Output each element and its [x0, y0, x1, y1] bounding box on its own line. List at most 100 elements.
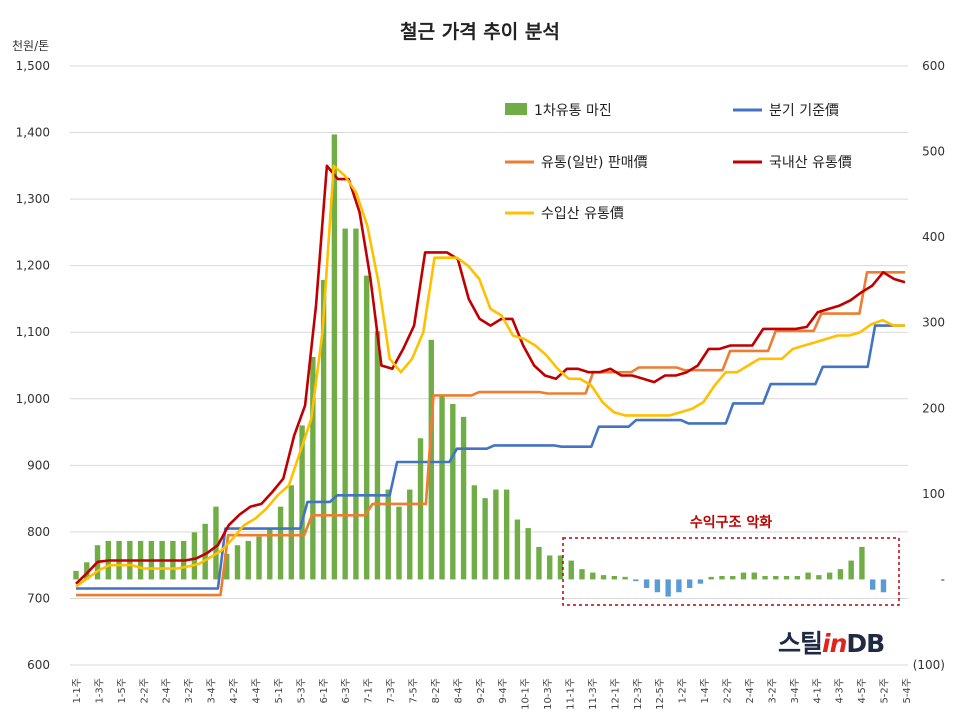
annotation-label: 수익구조 악화: [690, 514, 772, 531]
x-tick-label: 2-2주: [139, 678, 150, 704]
margin-bar: [719, 576, 725, 580]
margin-bar: [234, 545, 241, 580]
margin-bar: [256, 536, 262, 580]
margin-bar: [762, 576, 768, 580]
x-tick-label: 4-4주: [251, 678, 262, 704]
x-tick-label: 4-2주: [229, 678, 240, 704]
y2-tick-label: 600: [922, 59, 945, 73]
margin-bar: [805, 572, 811, 580]
x-tick-label: 10-3주: [543, 678, 554, 710]
margin-bar: [870, 579, 876, 590]
y-tick-label: 800: [27, 525, 50, 539]
margin-bar: [837, 569, 844, 580]
x-tick-label: 2-4주: [745, 678, 756, 704]
margin-bar: [622, 576, 628, 580]
x-tick-label: 5-1주: [274, 678, 285, 704]
margin-bar: [816, 575, 822, 580]
x-tick-label: 11-1주: [566, 678, 577, 710]
margin-bar: [224, 553, 230, 580]
domestic-price-line: [75, 164, 906, 585]
margin-bar: [568, 560, 574, 580]
margin-bar: [686, 579, 693, 588]
x-tick-label: 5-4주: [902, 678, 913, 704]
quarter-price-line: [76, 324, 905, 590]
margin-bar: [859, 546, 865, 580]
distribution-price-line: [76, 270, 905, 597]
margin-bar: [331, 134, 338, 580]
x-tick-label: 1-3주: [94, 678, 105, 704]
margin-bar: [267, 528, 273, 580]
margin-bar: [503, 489, 510, 580]
y2-tick-label: 100: [922, 487, 945, 501]
x-axis: 1-1주 1-3주 1-5주 2-2주 2-4주 3-2주 3-4주 4-2주 4-4주 5-1주…: [72, 678, 913, 710]
margin-bar: [439, 395, 445, 580]
margin-bar: [213, 506, 219, 580]
x-tick-label: 8-4주: [453, 678, 464, 704]
x-tick-label: 9-2주: [476, 678, 487, 704]
x-tick-label: 2-2주: [723, 678, 734, 704]
x-tick-label: 9-4주: [498, 678, 509, 704]
x-tick-label: 12-1주: [610, 678, 621, 710]
margin-bar: [794, 576, 801, 580]
margin-bar: [751, 572, 757, 580]
annotation-box: [562, 537, 900, 606]
y-tick-label: 1,500: [16, 59, 50, 73]
margin-bar: [493, 489, 499, 580]
margin-bar: [299, 425, 305, 580]
gridlines: [70, 65, 908, 666]
margin-bar: [374, 331, 381, 580]
y-tick-label: 600: [27, 658, 50, 672]
x-tick-label: 3-4주: [790, 678, 801, 704]
import-price-line: [75, 164, 905, 588]
y-tick-label: 1,100: [16, 325, 50, 339]
x-tick-label: 10-1주: [521, 678, 532, 710]
margin-bar: [471, 485, 478, 580]
y-tick-label: 1,200: [16, 259, 50, 273]
x-tick-label: 4-3주: [835, 678, 846, 704]
x-tick-label: 1-4주: [700, 678, 711, 704]
margin-bar: [826, 572, 833, 580]
margin-bar: [730, 576, 736, 580]
margin-bar: [525, 528, 531, 580]
x-tick-label: 5-3주: [296, 678, 307, 704]
x-tick-label: 2-4주: [162, 678, 173, 704]
margin-bar: [245, 540, 251, 580]
chart-title: 철근 가격 추이 분석: [400, 21, 560, 43]
margin-bar: [353, 228, 359, 580]
y2-tick-label: 500: [922, 145, 945, 159]
margin-bar: [450, 404, 456, 580]
margin-bar: [600, 575, 607, 580]
y-tick-label: 1,400: [16, 126, 50, 140]
margin-bar: [310, 356, 316, 580]
y2-tick-label: 300: [922, 316, 945, 330]
margin-bar: [202, 523, 208, 580]
x-tick-label: 11-3주: [588, 678, 599, 710]
x-tick-label: 3-4주: [207, 678, 218, 704]
y2-tick-label: 200: [922, 401, 945, 415]
y2-tick-label: -: [941, 572, 945, 586]
x-tick-label: 12-5주: [655, 678, 666, 710]
margin-bar: [557, 555, 564, 580]
margin-bar: [363, 275, 370, 580]
y-tick-label: 900: [27, 458, 50, 472]
y-tick-label: 1,300: [16, 192, 50, 206]
x-tick-label: 3-2주: [184, 678, 195, 704]
margin-bar: [277, 506, 284, 580]
margin-bar: [417, 438, 424, 580]
margin-bar: [676, 579, 682, 593]
margin-bar: [191, 532, 198, 580]
margin-bar: [288, 485, 295, 580]
x-tick-label: 6-3주: [341, 678, 352, 704]
y-tick-label: 700: [27, 591, 50, 605]
margin-bar: [482, 498, 488, 580]
margin-bar: [428, 339, 434, 580]
margin-bar: [740, 572, 747, 580]
margin-bar: [848, 560, 854, 580]
logo-part-1: 스틸: [778, 629, 823, 658]
margin-bar: [547, 555, 553, 580]
x-tick-label: 6-1주: [319, 678, 330, 704]
margin-bar: [633, 579, 639, 582]
margin-bar: [514, 519, 521, 580]
x-tick-label: 7-3주: [386, 678, 397, 704]
